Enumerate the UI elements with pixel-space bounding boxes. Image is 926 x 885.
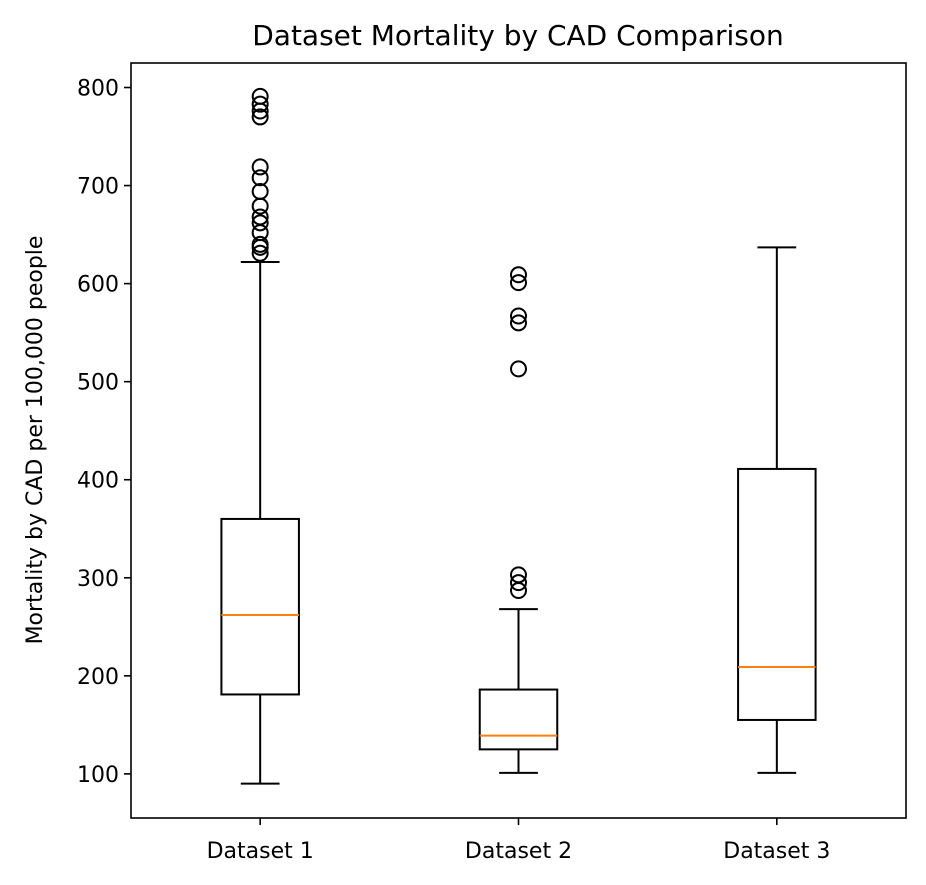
y-tick-label: 200	[77, 665, 119, 690]
x-tick-label: Dataset 2	[465, 839, 572, 864]
outlier-point	[510, 314, 527, 332]
outlier-point	[251, 235, 269, 253]
outlier-point	[510, 274, 527, 292]
outlier-point	[251, 169, 269, 187]
x-tick-label: Dataset 3	[723, 839, 830, 864]
outlier-point	[251, 108, 269, 126]
axes-frame	[130, 62, 907, 819]
outlier-point	[510, 307, 527, 325]
x-tick-label: Dataset 1	[207, 839, 314, 864]
outlier-point	[251, 158, 269, 176]
outlier-point	[251, 214, 269, 232]
y-tick-label: 100	[77, 763, 119, 788]
y-axis-label: Mortality by CAD per 100,000 people	[23, 236, 48, 645]
iqr-box	[220, 517, 300, 696]
outlier-point	[510, 266, 527, 284]
y-tick-label: 400	[77, 469, 119, 494]
y-tick-label: 700	[77, 175, 119, 200]
outlier-point	[251, 208, 269, 226]
outlier-point	[251, 87, 269, 105]
iqr-box	[478, 688, 559, 751]
y-tick-label: 500	[77, 371, 119, 396]
chart-title: Dataset Mortality by CAD Comparison	[252, 19, 784, 52]
outlier-point	[251, 244, 269, 262]
y-tick-label: 600	[77, 273, 119, 298]
y-tick-label: 800	[77, 77, 119, 102]
plot-area: 100 200 300 400 500 600 700 800 Dataset 1 Dataset…	[77, 77, 830, 864]
iqr-box	[737, 467, 817, 721]
outlier-point	[510, 574, 527, 592]
outlier-point	[251, 182, 269, 200]
outlier-point	[510, 566, 527, 584]
y-tick-label: 300	[77, 567, 119, 592]
outlier-point	[251, 95, 269, 113]
outlier-point	[510, 360, 527, 378]
